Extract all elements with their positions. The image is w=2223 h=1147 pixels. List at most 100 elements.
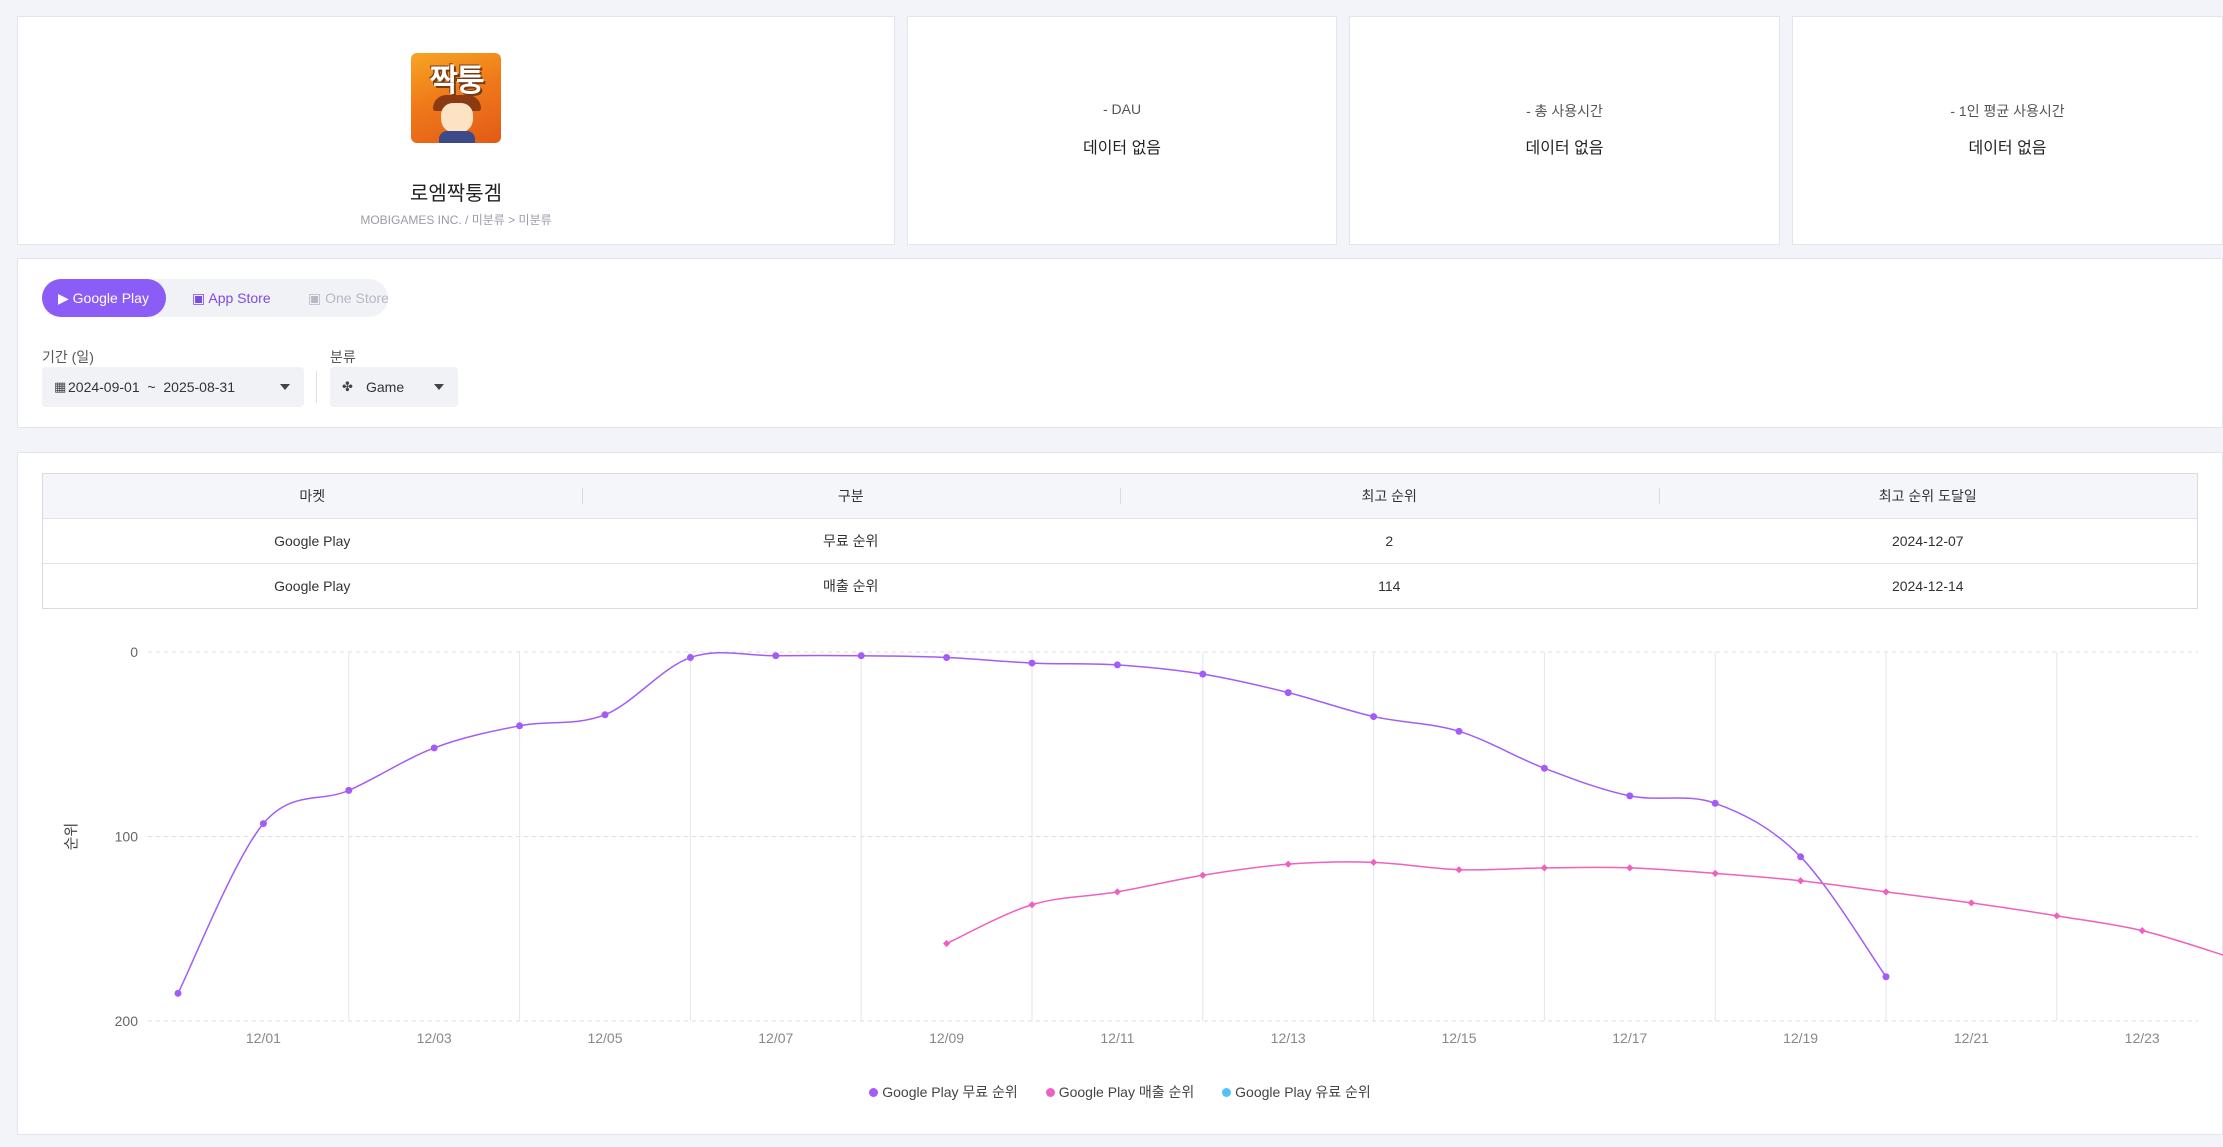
data-point <box>772 652 780 660</box>
data-point <box>430 744 438 752</box>
category-sub: 미분류 <box>518 213 552 227</box>
y-tick-label: 0 <box>130 644 138 660</box>
filter-divider <box>316 371 317 403</box>
logo-text: 짝퉁 <box>429 63 484 99</box>
rank-table: 마켓 구분 최고 순위 최고 순위 도달일 Google Play 무료 순위 … <box>42 473 2198 609</box>
data-point <box>1797 877 1805 885</box>
rank-chart: 0 100 200 12/01 12/03 12/05 12/07 12/09 12/11 12/… <box>18 625 2223 1125</box>
data-point <box>516 722 524 730</box>
x-tick-label: 12/01 <box>246 1030 281 1046</box>
legend-item-free[interactable]: Google Play 무료 순위 <box>869 1082 1018 1102</box>
table-cell: 2024-12-07 <box>1891 533 1964 549</box>
x-tick-label: 12/17 <box>1612 1030 1647 1046</box>
category-dropdown[interactable]: ✤ Game <box>330 367 458 407</box>
period-start: 2024-09-01 <box>68 379 140 395</box>
data-point <box>1455 866 1463 874</box>
data-point <box>2053 912 2061 920</box>
period-end: 2025-08-31 <box>163 379 235 395</box>
ranking-card: 마켓 구분 최고 순위 최고 순위 도달일 Google Play 무료 순위 … <box>17 452 2223 1135</box>
legend-label: Google Play 유료 순위 <box>1235 1084 1371 1100</box>
x-tick-label: 12/23 <box>2125 1030 2160 1046</box>
period-dropdown[interactable]: ▦ 2024-09-01 ~ 2025-08-31 <box>42 367 304 407</box>
data-point <box>174 989 182 997</box>
tab-one-store[interactable]: ▣ One Store <box>292 279 405 317</box>
x-tick-label: 12/11 <box>1100 1030 1134 1046</box>
data-point <box>1199 670 1207 678</box>
data-point <box>1113 888 1121 896</box>
data-point <box>1370 713 1378 721</box>
y-tick-label: 200 <box>115 1013 139 1029</box>
data-point <box>1967 899 1975 907</box>
one-store-icon: ▣ <box>308 290 322 306</box>
x-tick-label: 12/09 <box>929 1030 964 1046</box>
app-info-card: 짝퉁 로엠짝퉁겜 MOBIGAMES INC. / 미분류 > 미분류 <box>17 16 895 245</box>
chevron-down-icon <box>434 384 444 390</box>
table-cell: 114 <box>1378 578 1401 594</box>
table-cell: 매출 순위 <box>823 578 879 594</box>
chevron-down-icon <box>280 384 290 390</box>
data-point <box>1113 661 1121 669</box>
app-logo: 짝퉁 <box>411 53 501 143</box>
y-tick-label: 100 <box>115 829 139 845</box>
stat-card-total-time: - 총 사용시간 데이터 없음 <box>1349 16 1780 245</box>
category-label: 분류 <box>330 349 356 365</box>
play-icon: ▶ <box>58 290 69 306</box>
stat-label: - DAU <box>1102 101 1142 117</box>
app-store-icon: ▣ <box>192 290 206 306</box>
market-tabs: ▶ Google Play ▣ App Store ▣ One Store <box>42 279 389 317</box>
table-cell: 무료 순위 <box>823 533 879 549</box>
tab-label: App Store <box>208 290 271 306</box>
data-point <box>1028 659 1036 667</box>
tab-label: Google Play <box>72 290 149 306</box>
data-point <box>1711 869 1719 877</box>
tab-app-store[interactable]: ▣ App Store <box>176 279 287 317</box>
series-line-1 <box>946 861 2223 956</box>
legend-item-paid[interactable]: Google Play 유료 순위 <box>1222 1082 1371 1102</box>
meta-separator: / <box>465 213 469 227</box>
stat-value: 데이터 없음 <box>1968 140 2047 157</box>
data-point <box>686 654 694 662</box>
legend-dot <box>1045 1088 1055 1097</box>
data-point <box>601 711 609 719</box>
data-point <box>259 820 267 828</box>
x-tick-label: 12/15 <box>1441 1030 1476 1046</box>
data-point <box>943 939 951 948</box>
category-arrow: > <box>508 213 516 227</box>
gamepad-icon: ✤ <box>342 379 353 394</box>
x-tick-label: 12/19 <box>1783 1030 1818 1046</box>
tab-google-play[interactable]: ▶ Google Play <box>42 279 166 317</box>
legend-label: Google Play 매출 순위 <box>1058 1084 1195 1100</box>
legend-dot <box>1222 1088 1232 1097</box>
publisher-name: MOBIGAMES INC. <box>360 213 462 227</box>
category-main: 미분류 <box>471 213 505 227</box>
data-point <box>1284 860 1292 868</box>
data-point <box>1284 689 1292 697</box>
data-point <box>1797 853 1805 861</box>
stat-card-dau: - DAU 데이터 없음 <box>907 16 1337 245</box>
table-cell: 2024-12-14 <box>1891 578 1964 594</box>
logo-face-shape <box>441 103 473 133</box>
legend-item-revenue[interactable]: Google Play 매출 순위 <box>1045 1082 1195 1102</box>
table-header: 최고 순위 도달일 <box>1658 474 2198 518</box>
stat-card-avg-time: - 1인 평균 사용시간 데이터 없음 <box>1792 16 2223 245</box>
chart-legend: Google Play 무료 순위 Google Play 매출 순위 Goog… <box>18 1082 2222 1102</box>
calendar-icon: ▦ <box>54 379 67 394</box>
data-point <box>857 652 865 660</box>
x-tick-label: 12/21 <box>1954 1030 1989 1046</box>
stat-label: - 총 사용시간 <box>1526 103 1603 119</box>
stat-value: 데이터 없음 <box>1525 140 1604 157</box>
data-point <box>1882 973 1890 981</box>
stat-value: 데이터 없음 <box>1082 140 1162 157</box>
table-cell: 2 <box>1385 533 1394 549</box>
data-point <box>2138 926 2146 935</box>
filter-card: ▶ Google Play ▣ App Store ▣ One Store 기간… <box>17 258 2223 428</box>
data-point <box>1626 792 1634 800</box>
table-header-row: 마켓 구분 최고 순위 최고 순위 도달일 <box>43 474 2197 518</box>
period-label: 기간 (일) <box>42 349 94 365</box>
app-name: 로엠짝퉁겜 <box>410 183 502 205</box>
y-axis-label: 순위 <box>62 823 80 851</box>
table-cell: Google Play <box>274 533 351 549</box>
period-separator: ~ <box>147 379 156 395</box>
stat-label: - 1인 평균 사용시간 <box>1950 103 2065 119</box>
table-cell: Google Play <box>274 578 351 594</box>
